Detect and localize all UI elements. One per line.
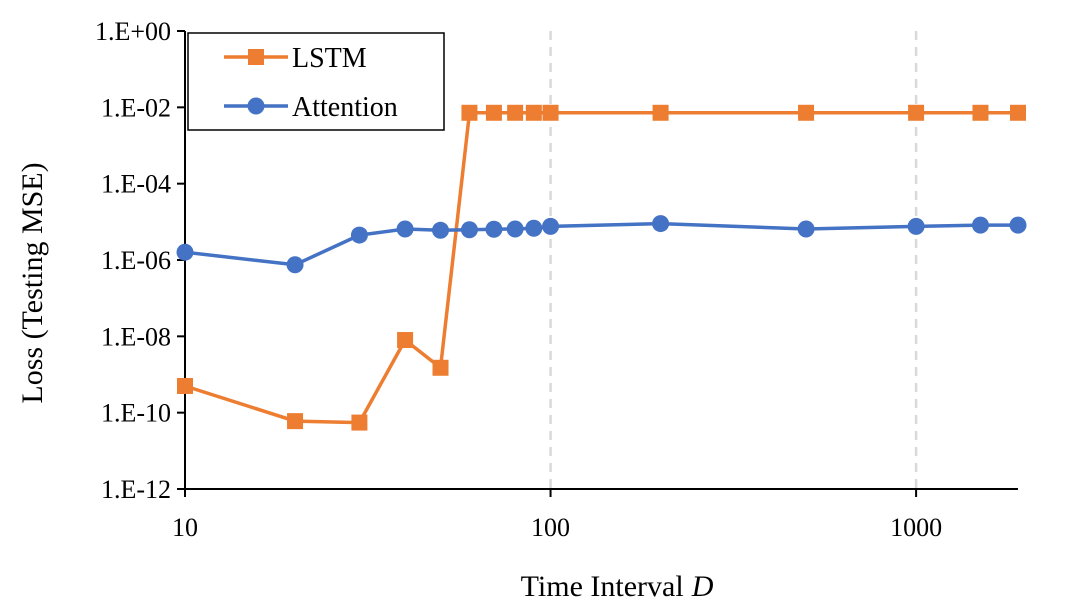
lstm-point xyxy=(1010,104,1026,121)
x-axis-title-text: Time Interval xyxy=(521,570,684,603)
gridlines xyxy=(549,31,918,489)
y-tick-label: 1.E-10 xyxy=(101,399,171,428)
lstm-point xyxy=(177,377,193,394)
legend-marker-lstm xyxy=(248,49,264,65)
y-tick-label: 1.E-02 xyxy=(101,93,171,122)
series-group xyxy=(176,104,1027,431)
legend-marker-attention xyxy=(247,97,265,115)
attention-point xyxy=(652,215,670,233)
lstm-point xyxy=(908,104,925,121)
attention-point xyxy=(286,256,304,274)
attention-point xyxy=(432,221,450,239)
lstm-point xyxy=(972,104,989,121)
attention-point xyxy=(971,216,989,234)
legend-label-attention: Attention xyxy=(292,92,398,123)
y-tick-label: 1.E-08 xyxy=(101,322,171,351)
lstm-point xyxy=(798,104,815,121)
lstm-point xyxy=(287,413,304,430)
attention-point xyxy=(907,217,925,235)
x-tick-label: 100 xyxy=(531,513,570,542)
y-tick-label: 1.E-04 xyxy=(101,170,171,199)
x-tick-labels: 10 100 1000 xyxy=(172,489,942,542)
attention-point xyxy=(542,217,560,235)
lstm-point xyxy=(525,104,542,121)
legend-label-lstm: LSTM xyxy=(292,43,367,74)
attention-point xyxy=(176,243,194,261)
x-tick-label: 10 xyxy=(172,513,198,542)
legend-box xyxy=(187,32,445,131)
lstm-line xyxy=(184,111,1018,425)
x-axis-title-var: D xyxy=(691,570,714,603)
attention-point xyxy=(506,220,524,238)
lstm-point xyxy=(652,104,669,121)
attention-point xyxy=(460,221,478,239)
attention-point xyxy=(396,220,414,238)
y-tick-label: 1.E+00 xyxy=(95,17,171,46)
attention-point xyxy=(485,220,503,238)
lstm-point xyxy=(485,104,502,121)
legend: LSTM Attention xyxy=(187,32,445,131)
series-lstm xyxy=(177,104,1026,431)
x-axis-title: Time Interval D xyxy=(521,570,714,603)
x-tick-label: 1000 xyxy=(890,513,942,542)
series-attention xyxy=(176,215,1027,274)
lstm-point xyxy=(397,332,414,349)
y-tick-labels: 1.E+00 1.E-02 1.E-04 1.E-06 1.E-08 1.E-10 1.E-… xyxy=(95,17,185,504)
y-tick-label: 1.E-06 xyxy=(101,246,171,275)
lstm-point xyxy=(432,359,449,376)
y-tick-label: 1.E-12 xyxy=(101,475,171,504)
lstm-point xyxy=(542,104,559,121)
attention-point xyxy=(525,219,543,237)
attention-line xyxy=(184,221,1018,267)
lstm-point xyxy=(351,414,368,431)
attention-point xyxy=(350,226,368,244)
attention-point xyxy=(1009,216,1027,234)
y-axis-title: Loss (Testing MSE) xyxy=(16,162,49,403)
lstm-point xyxy=(507,104,524,121)
attention-point xyxy=(797,220,815,238)
lstm-point xyxy=(461,104,478,121)
